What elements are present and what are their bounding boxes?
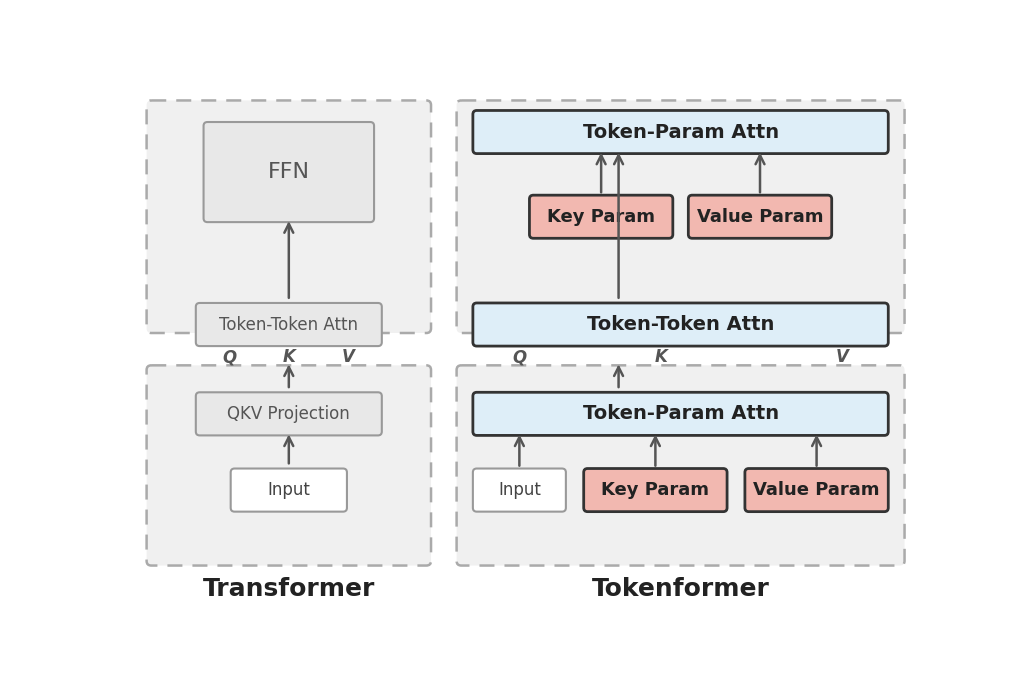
- FancyBboxPatch shape: [744, 468, 888, 512]
- FancyBboxPatch shape: [204, 122, 374, 222]
- FancyBboxPatch shape: [146, 365, 431, 566]
- FancyBboxPatch shape: [230, 468, 347, 512]
- Text: V: V: [342, 349, 355, 366]
- FancyBboxPatch shape: [457, 365, 904, 566]
- Text: K: K: [654, 349, 668, 366]
- FancyBboxPatch shape: [473, 393, 888, 436]
- Text: Q: Q: [512, 349, 526, 366]
- Text: Token-Token Attn: Token-Token Attn: [219, 315, 358, 333]
- FancyBboxPatch shape: [473, 111, 888, 154]
- Text: Input: Input: [267, 481, 310, 499]
- FancyBboxPatch shape: [457, 100, 904, 333]
- Text: Input: Input: [498, 481, 541, 499]
- FancyBboxPatch shape: [196, 303, 382, 346]
- Text: Token-Param Attn: Token-Param Attn: [583, 404, 778, 423]
- Text: Q: Q: [222, 349, 237, 366]
- Text: K: K: [283, 349, 295, 366]
- Text: V: V: [836, 349, 848, 366]
- FancyBboxPatch shape: [529, 195, 673, 238]
- Text: Key Param: Key Param: [547, 207, 655, 226]
- Text: Value Param: Value Param: [696, 207, 823, 226]
- Text: Token-Token Attn: Token-Token Attn: [587, 315, 774, 334]
- Text: FFN: FFN: [268, 162, 310, 182]
- FancyBboxPatch shape: [688, 195, 831, 238]
- Text: Token-Param Attn: Token-Param Attn: [583, 122, 778, 141]
- Text: Tokenformer: Tokenformer: [592, 577, 769, 601]
- FancyBboxPatch shape: [584, 468, 727, 512]
- FancyBboxPatch shape: [146, 100, 431, 333]
- FancyBboxPatch shape: [196, 393, 382, 436]
- Text: QKV Projection: QKV Projection: [227, 405, 350, 423]
- Text: Key Param: Key Param: [601, 481, 710, 499]
- Text: Value Param: Value Param: [754, 481, 880, 499]
- Text: Transformer: Transformer: [203, 577, 375, 601]
- FancyBboxPatch shape: [473, 468, 566, 512]
- FancyBboxPatch shape: [473, 303, 888, 346]
